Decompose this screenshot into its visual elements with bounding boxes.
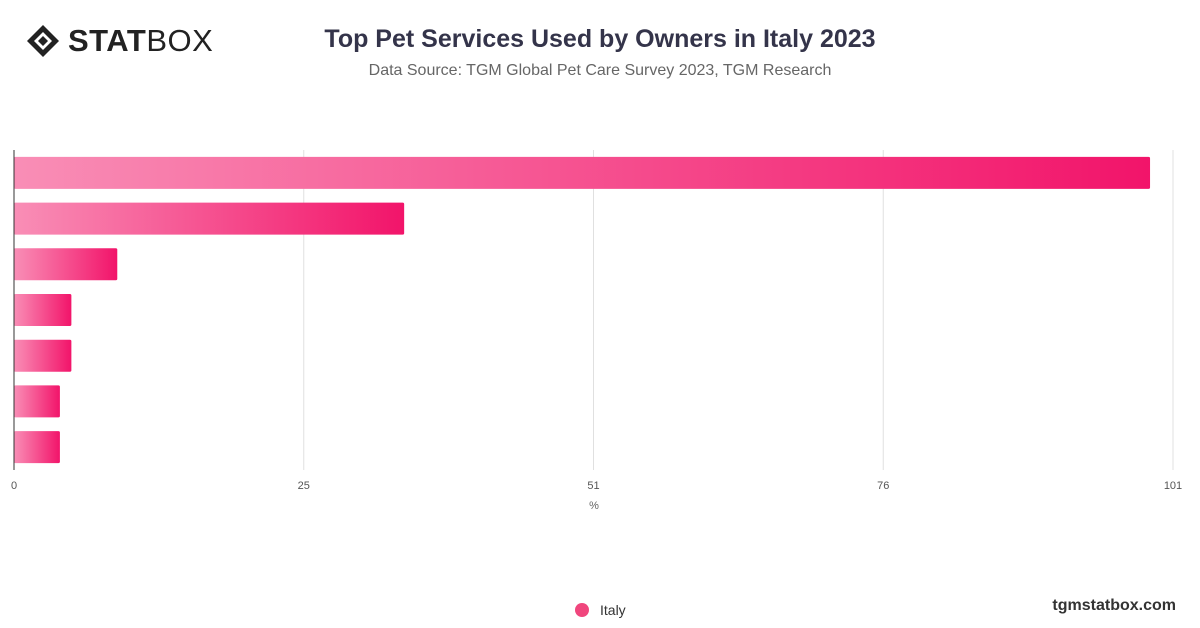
brand-footer: tgmstatbox.com xyxy=(1052,597,1176,614)
chart-subtitle: Data Source: TGM Global Pet Care Survey … xyxy=(368,62,832,79)
legend[interactable]: Italy xyxy=(575,602,626,618)
bar[interactable] xyxy=(14,294,72,326)
x-tick-label: 0 xyxy=(11,480,17,492)
chart-title: Top Pet Services Used by Owners in Italy… xyxy=(324,25,876,53)
x-axis-label: % xyxy=(589,500,599,512)
statbox-logo: STATBOX xyxy=(26,24,213,58)
x-axis-ticks: 0 25 51 76 101 xyxy=(11,480,1182,492)
statbox-diamond-icon xyxy=(27,25,59,57)
x-tick-label: 76 xyxy=(877,480,889,492)
bar[interactable] xyxy=(14,339,72,372)
x-tick-label: 25 xyxy=(298,480,310,492)
bar[interactable] xyxy=(14,248,118,281)
legend-label-italy: Italy xyxy=(600,602,626,618)
x-tick-label: 101 xyxy=(1164,480,1182,492)
bars xyxy=(14,156,1151,464)
bar[interactable] xyxy=(14,156,1151,189)
logo-text-light: BOX xyxy=(146,23,214,58)
x-tick-label: 51 xyxy=(587,480,599,492)
grid-lines xyxy=(303,150,1174,470)
bar[interactable] xyxy=(14,385,60,418)
logo-text-bold: STAT xyxy=(68,23,147,58)
legend-swatch-italy xyxy=(575,603,589,617)
logo-wordmark: STATBOX xyxy=(68,24,213,58)
bar[interactable] xyxy=(14,431,60,464)
bar[interactable] xyxy=(14,202,405,235)
